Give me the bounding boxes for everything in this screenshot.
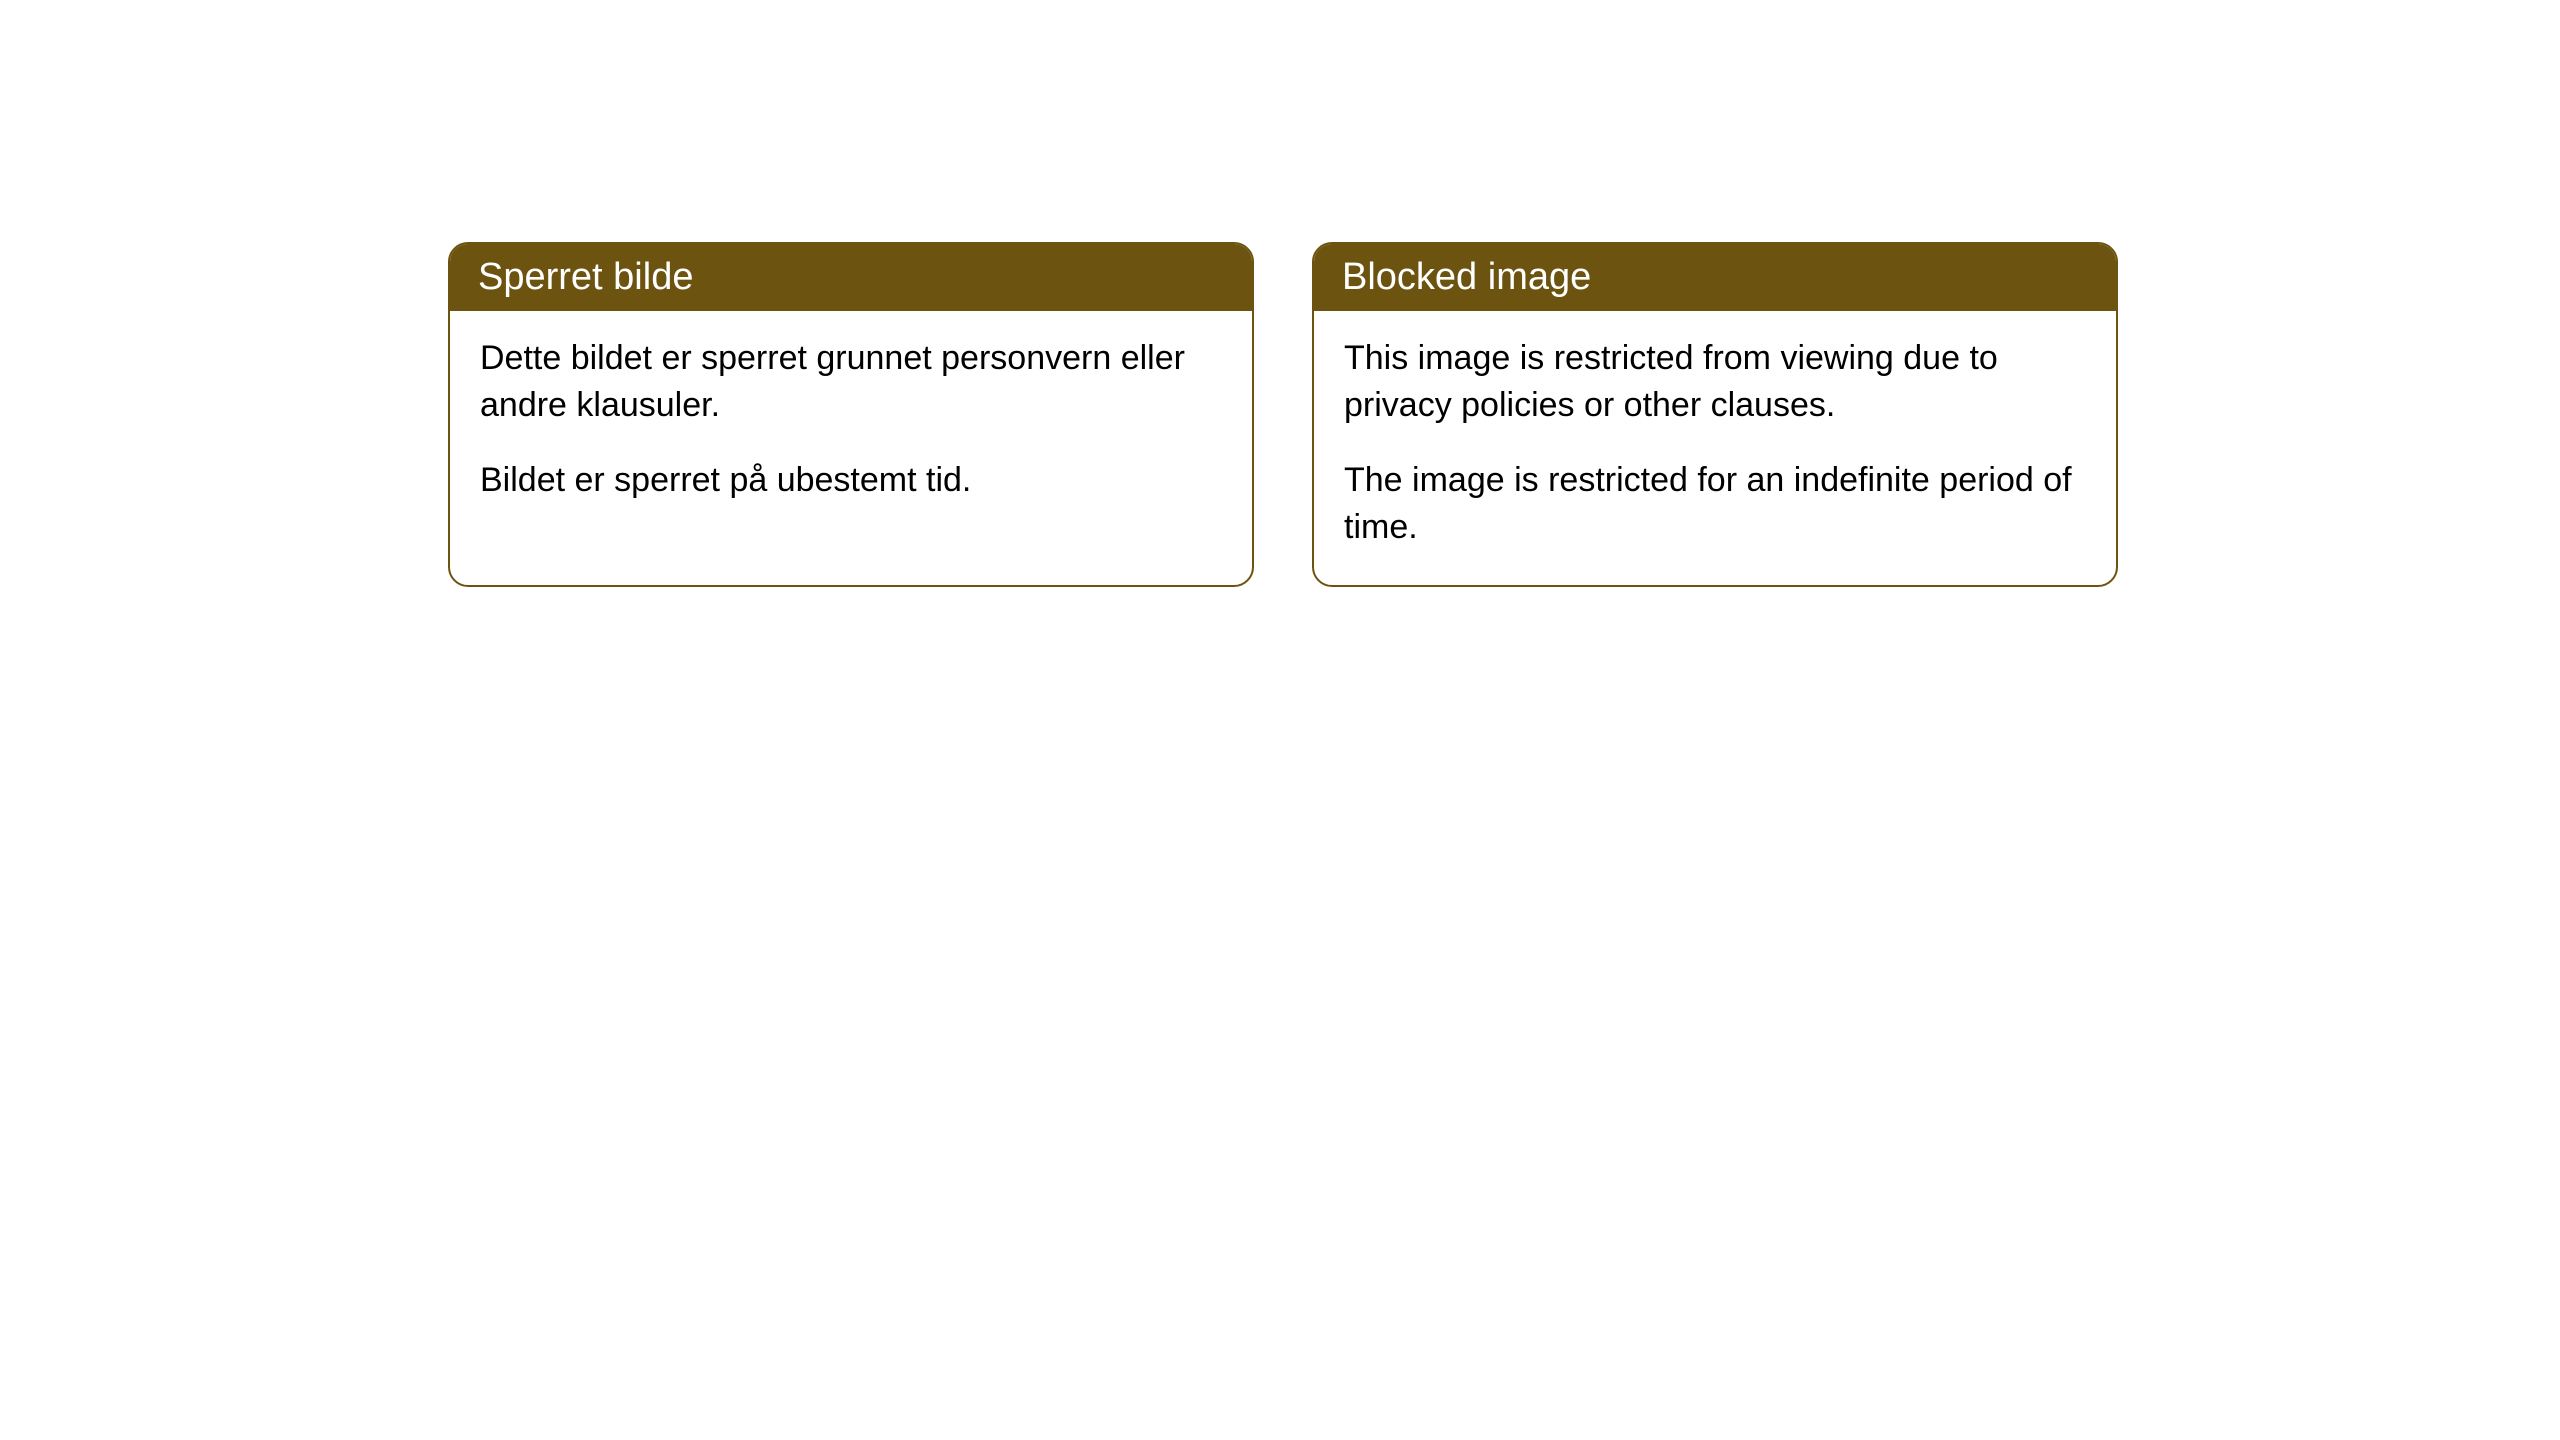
card-paragraph-2-no: Bildet er sperret på ubestemt tid. — [480, 457, 1222, 504]
card-paragraph-2-en: The image is restricted for an indefinit… — [1344, 457, 2086, 551]
notice-cards-container: Sperret bilde Dette bildet er sperret gr… — [448, 242, 2118, 587]
blocked-image-card-en: Blocked image This image is restricted f… — [1312, 242, 2118, 587]
card-paragraph-1-no: Dette bildet er sperret grunnet personve… — [480, 335, 1222, 429]
card-title-no: Sperret bilde — [450, 244, 1252, 311]
card-title-en: Blocked image — [1314, 244, 2116, 311]
card-body-no: Dette bildet er sperret grunnet personve… — [450, 311, 1252, 538]
card-body-en: This image is restricted from viewing du… — [1314, 311, 2116, 585]
blocked-image-card-no: Sperret bilde Dette bildet er sperret gr… — [448, 242, 1254, 587]
card-paragraph-1-en: This image is restricted from viewing du… — [1344, 335, 2086, 429]
